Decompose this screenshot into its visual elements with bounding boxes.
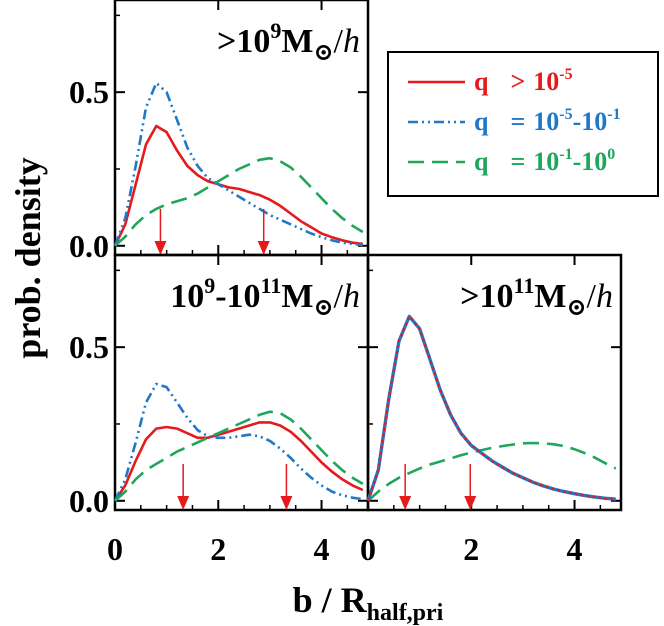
panel-bottom-right-xtick-label: 4 bbox=[567, 531, 583, 567]
panel-top-left-ytick-label: 0.0 bbox=[69, 228, 109, 264]
panel-top-left-median-arrow bbox=[257, 241, 270, 255]
legend: q >10-5 q = 10-5-10-1 q = 10-1-100 bbox=[387, 51, 659, 197]
y-axis-label: prob. density bbox=[8, 157, 48, 358]
legend-label-q_1e-5_1e-1: q = 10-5-10-1 bbox=[474, 106, 621, 136]
panel-bottom-left-series-q_gt_1e-5 bbox=[113, 421, 364, 502]
panel-bottom-left-series-q_1e-5_1e-1 bbox=[113, 382, 363, 502]
legend-label-q_1e-1_1e0: q = 10-1-100 bbox=[474, 146, 615, 176]
legend-label-q_gt_1e-5: q >10-5 bbox=[474, 66, 573, 96]
panel-bottom-right: 0 2 4 >1011M⊙/h bbox=[360, 253, 623, 567]
panel-top-left-series-q_1e-5_1e-1 bbox=[113, 81, 363, 247]
legend-box bbox=[387, 51, 659, 197]
panel-bottom-left-xtick-label: 4 bbox=[314, 531, 330, 567]
x-axis-label: b / Rhalf,pri bbox=[293, 580, 444, 626]
panel-bottom-right-xtick-label: 2 bbox=[463, 531, 479, 567]
panel-bottom-right-median-arrow bbox=[399, 496, 412, 510]
panel-top-left-series-q_gt_1e-5 bbox=[113, 124, 363, 247]
panel-bottom-right-mass-label: >1011M⊙/h bbox=[460, 273, 613, 321]
panel-bottom-left-mass-label: 109-1011M⊙/h bbox=[170, 273, 360, 321]
panel-top-left: 0.0 0.5 >109M⊙/h bbox=[69, 0, 370, 264]
panel-bottom-right-series-q_1e-1_1e0 bbox=[367, 441, 617, 502]
panel-bottom-left-ytick-label: 0.5 bbox=[69, 329, 109, 365]
panel-bottom-left: 0 2 4 0.0 0.5 109-1011M⊙/h bbox=[69, 253, 370, 567]
panel-bottom-left-median-arrow bbox=[177, 496, 190, 510]
panel-bottom-left-median-arrow bbox=[280, 496, 293, 510]
panel-top-left-mass-label: >109M⊙/h bbox=[217, 18, 360, 66]
panel-bottom-left-xtick-label: 0 bbox=[107, 531, 123, 567]
panel-bottom-right-series-q_gt_1e-5 bbox=[366, 315, 616, 502]
panel-bottom-right-median-arrow bbox=[464, 496, 477, 510]
panel-top-left-ytick-label: 0.5 bbox=[69, 74, 109, 110]
panel-top-left-series-q_1e-1_1e0 bbox=[114, 156, 364, 247]
panel-bottom-right-xtick-label: 0 bbox=[360, 531, 376, 567]
panel-bottom-left-ytick-label: 0.0 bbox=[69, 483, 109, 519]
panel-top-left-median-arrow bbox=[154, 241, 167, 255]
panel-bottom-left-series-q_1e-1_1e0 bbox=[114, 410, 364, 502]
panel-bottom-right-frame bbox=[366, 253, 623, 512]
panel-bottom-left-xtick-label: 2 bbox=[210, 531, 226, 567]
